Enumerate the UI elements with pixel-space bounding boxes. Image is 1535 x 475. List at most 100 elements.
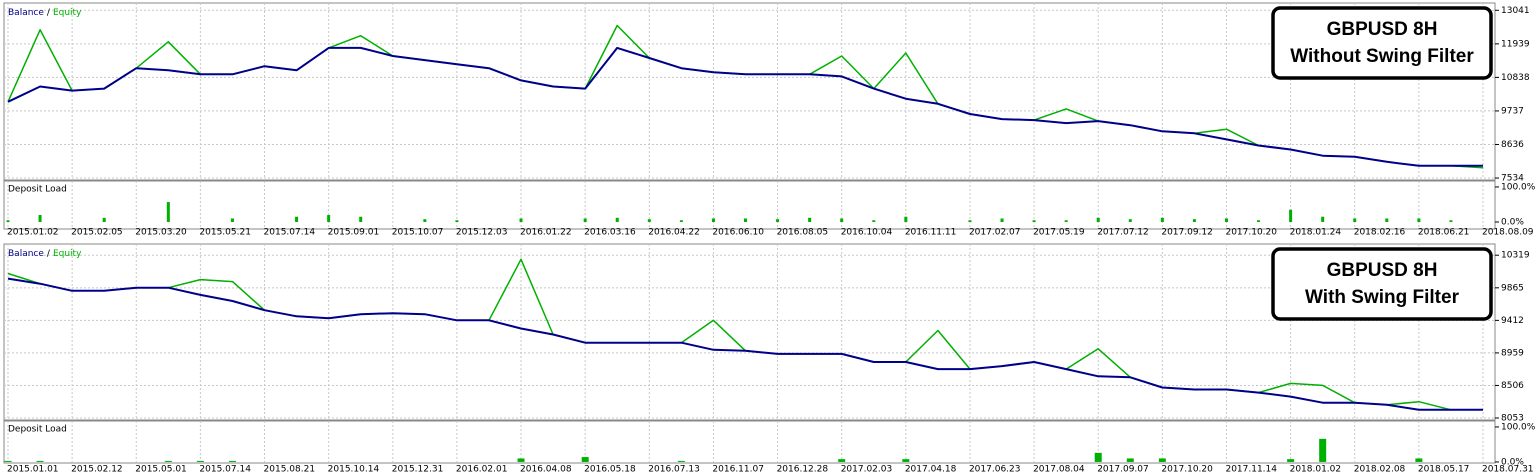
- x-tick-label: 2015.02.12: [71, 465, 123, 475]
- deposit-bar: [1000, 218, 1004, 222]
- deposit-bar: [808, 217, 812, 222]
- x-tick-label: 2015.08.21: [264, 465, 316, 475]
- x-tick-label: 2017.02.07: [969, 228, 1021, 238]
- y-tick-label: 11939: [1501, 39, 1530, 49]
- subplot-frame: [3, 180, 1496, 230]
- deposit-bar: [1319, 438, 1327, 462]
- y-tick-label: 7534: [1501, 174, 1524, 184]
- annotation-text: With Swing Filter: [1305, 287, 1460, 308]
- deposit-bar: [1353, 218, 1357, 222]
- x-tick-label: 2017.11.14: [1225, 465, 1277, 475]
- y-tick-label: 9737: [1501, 106, 1524, 116]
- x-tick-label: 2015.05.21: [199, 228, 251, 238]
- legend-entry: Equity: [53, 8, 82, 18]
- deposit-bar: [4, 460, 12, 462]
- deposit-bar: [1064, 220, 1068, 222]
- y-tick-label: 8053: [1501, 413, 1524, 423]
- y-tick-label: 13041: [1501, 6, 1530, 16]
- x-tick-label: 2016.04.22: [648, 228, 700, 238]
- x-tick-label: 2017.09.07: [1097, 465, 1149, 475]
- deposit-bar: [1158, 458, 1166, 462]
- y-tick-label: 0.0%: [1501, 217, 1524, 227]
- legend-separator: /: [47, 249, 51, 259]
- y-tick-label: 0.0%: [1501, 457, 1524, 467]
- x-tick-label: 2018.02.08: [1354, 465, 1406, 475]
- deposit-bar: [166, 202, 170, 222]
- deposit-bar: [711, 218, 715, 222]
- subchart-title: Deposit Load: [8, 425, 67, 435]
- deposit-bar: [38, 214, 42, 222]
- y-tick-label: 9412: [1501, 316, 1524, 326]
- deposit-bar: [1128, 219, 1132, 222]
- x-tick-label: 2018.01.24: [1290, 228, 1342, 238]
- x-tick-label: 2015.12.31: [392, 465, 444, 475]
- x-tick-label: 2017.07.12: [1097, 228, 1149, 238]
- deposit-bar: [327, 214, 331, 222]
- deposit-bar: [295, 216, 299, 222]
- deposit-bar: [583, 218, 587, 222]
- x-tick-label: 2018.05.17: [1418, 465, 1470, 475]
- deposit-bar: [581, 457, 589, 462]
- legend-entry: Balance: [8, 249, 44, 259]
- x-tick-label: 2017.08.04: [1033, 465, 1085, 475]
- x-tick-label: 2016.03.16: [584, 228, 636, 238]
- deposit-bar: [517, 458, 525, 462]
- deposit-bar: [968, 220, 972, 222]
- x-tick-label: 2017.10.20: [1225, 228, 1277, 238]
- y-tick-label: 8506: [1501, 381, 1524, 391]
- x-tick-label: 2015.07.14: [199, 465, 251, 475]
- deposit-bar: [1257, 220, 1261, 222]
- subplot-frame: [3, 420, 1496, 464]
- x-tick-label: 2018.06.21: [1418, 228, 1470, 238]
- legend: Balance / Equity: [8, 249, 82, 259]
- x-tick-label: 2015.05.01: [135, 465, 187, 475]
- deposit-bar: [228, 460, 236, 462]
- deposit-bar: [1321, 216, 1325, 222]
- deposit-bar: [840, 218, 844, 222]
- deposit-bar: [1449, 220, 1453, 222]
- y-tick-label: 8959: [1501, 348, 1524, 358]
- deposit-bar: [455, 220, 459, 222]
- x-tick-label: 2017.04.18: [905, 465, 957, 475]
- deposit-bar: [1032, 220, 1036, 222]
- annotation-box: [1271, 6, 1493, 80]
- x-tick-label: 2016.01.22: [520, 228, 572, 238]
- deposit-bar: [164, 460, 172, 462]
- x-tick-label: 2015.01.02: [7, 228, 59, 238]
- y-tick-label: 10319: [1501, 251, 1530, 261]
- x-tick-label: 2015.12.03: [456, 228, 508, 238]
- deposit-bar: [1287, 459, 1295, 462]
- y-tick-label: 9865: [1501, 283, 1524, 293]
- deposit-bar: [1415, 458, 1423, 462]
- deposit-bar: [1224, 218, 1228, 222]
- deposit-bar: [1094, 452, 1102, 462]
- deposit-bar: [519, 218, 523, 222]
- annotation-text: GBPUSD 8H: [1327, 260, 1438, 281]
- x-tick-label: 2016.11.11: [905, 228, 957, 238]
- x-tick-label: 2015.01.01: [7, 465, 59, 475]
- deposit-bar: [838, 459, 846, 462]
- x-tick-label: 2017.10.20: [1161, 465, 1213, 475]
- x-tick-label: 2016.08.05: [777, 228, 829, 238]
- x-tick-label: 2015.09.01: [328, 228, 380, 238]
- x-tick-label: 2017.02.03: [841, 465, 893, 475]
- x-tick-label: 2016.11.07: [712, 465, 764, 475]
- legend-entry: Balance: [8, 8, 44, 18]
- deposit-bar: [776, 219, 780, 222]
- deposit-bar: [872, 220, 876, 222]
- deposit-bar: [1385, 218, 1389, 222]
- annotation-text: Without Swing Filter: [1290, 46, 1474, 67]
- deposit-bar: [647, 219, 651, 222]
- x-tick-label: 2016.07.13: [648, 465, 700, 475]
- y-tick-label: 100.0%: [1501, 182, 1535, 192]
- x-tick-label: 2016.05.18: [584, 465, 636, 475]
- x-tick-label: 2015.03.20: [135, 228, 187, 238]
- deposit-bar: [1289, 209, 1293, 222]
- deposit-bar: [1192, 219, 1196, 222]
- x-tick-label: 2016.04.08: [520, 465, 572, 475]
- y-tick-label: 10838: [1501, 73, 1530, 83]
- y-tick-label: 8636: [1501, 140, 1524, 150]
- x-tick-label: 2017.09.12: [1161, 228, 1213, 238]
- deposit-bar: [615, 217, 619, 222]
- deposit-bar: [6, 220, 10, 222]
